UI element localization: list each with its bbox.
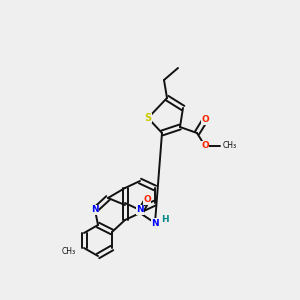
Text: S: S [144, 113, 152, 123]
Text: H: H [161, 214, 169, 224]
Text: N: N [91, 206, 99, 214]
Text: N: N [136, 206, 144, 214]
Text: CH₃: CH₃ [62, 247, 76, 256]
Text: O: O [201, 116, 209, 124]
Text: O: O [143, 196, 151, 205]
Text: N: N [151, 218, 159, 227]
Text: CH₃: CH₃ [223, 142, 237, 151]
Text: O: O [201, 142, 209, 151]
